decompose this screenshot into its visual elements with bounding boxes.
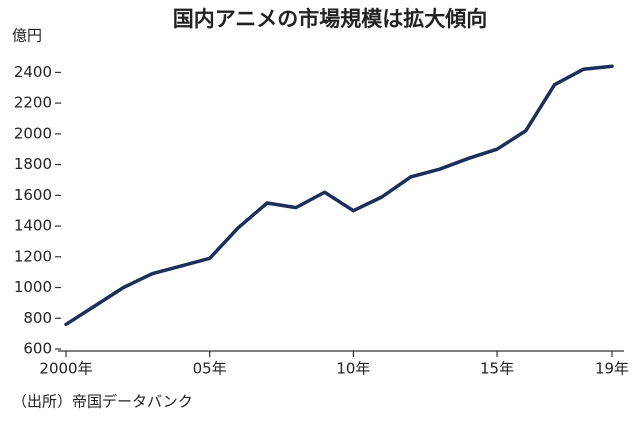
y-tick-label: 1200 — [14, 247, 52, 265]
y-tick-label: 1000 — [14, 278, 52, 296]
x-tick-label: 10年 — [336, 360, 370, 378]
y-tick-label: 2400 — [14, 63, 52, 81]
data-line — [64, 64, 614, 327]
source-note: （出所）帝国データバンク — [12, 393, 193, 411]
y-tick-label: 600 — [23, 340, 52, 358]
y-axis-label: 億円 — [12, 27, 42, 45]
x-tick-label: 15年 — [480, 360, 514, 378]
y-tick-label: 1600 — [14, 186, 52, 204]
y-tick-label: 800 — [23, 309, 52, 327]
x-tick-label: 19年 — [595, 360, 629, 378]
x-tick-label: 05年 — [193, 360, 227, 378]
chart-title: 国内アニメの市場規模は拡大傾向 — [173, 7, 488, 31]
y-tick-label: 1400 — [14, 217, 52, 235]
y-tick-label: 2200 — [14, 94, 52, 112]
y-tick-label: 2000 — [14, 124, 52, 142]
y-tick-label: 1800 — [14, 155, 52, 173]
x-tick-label: 2000年 — [39, 360, 92, 378]
